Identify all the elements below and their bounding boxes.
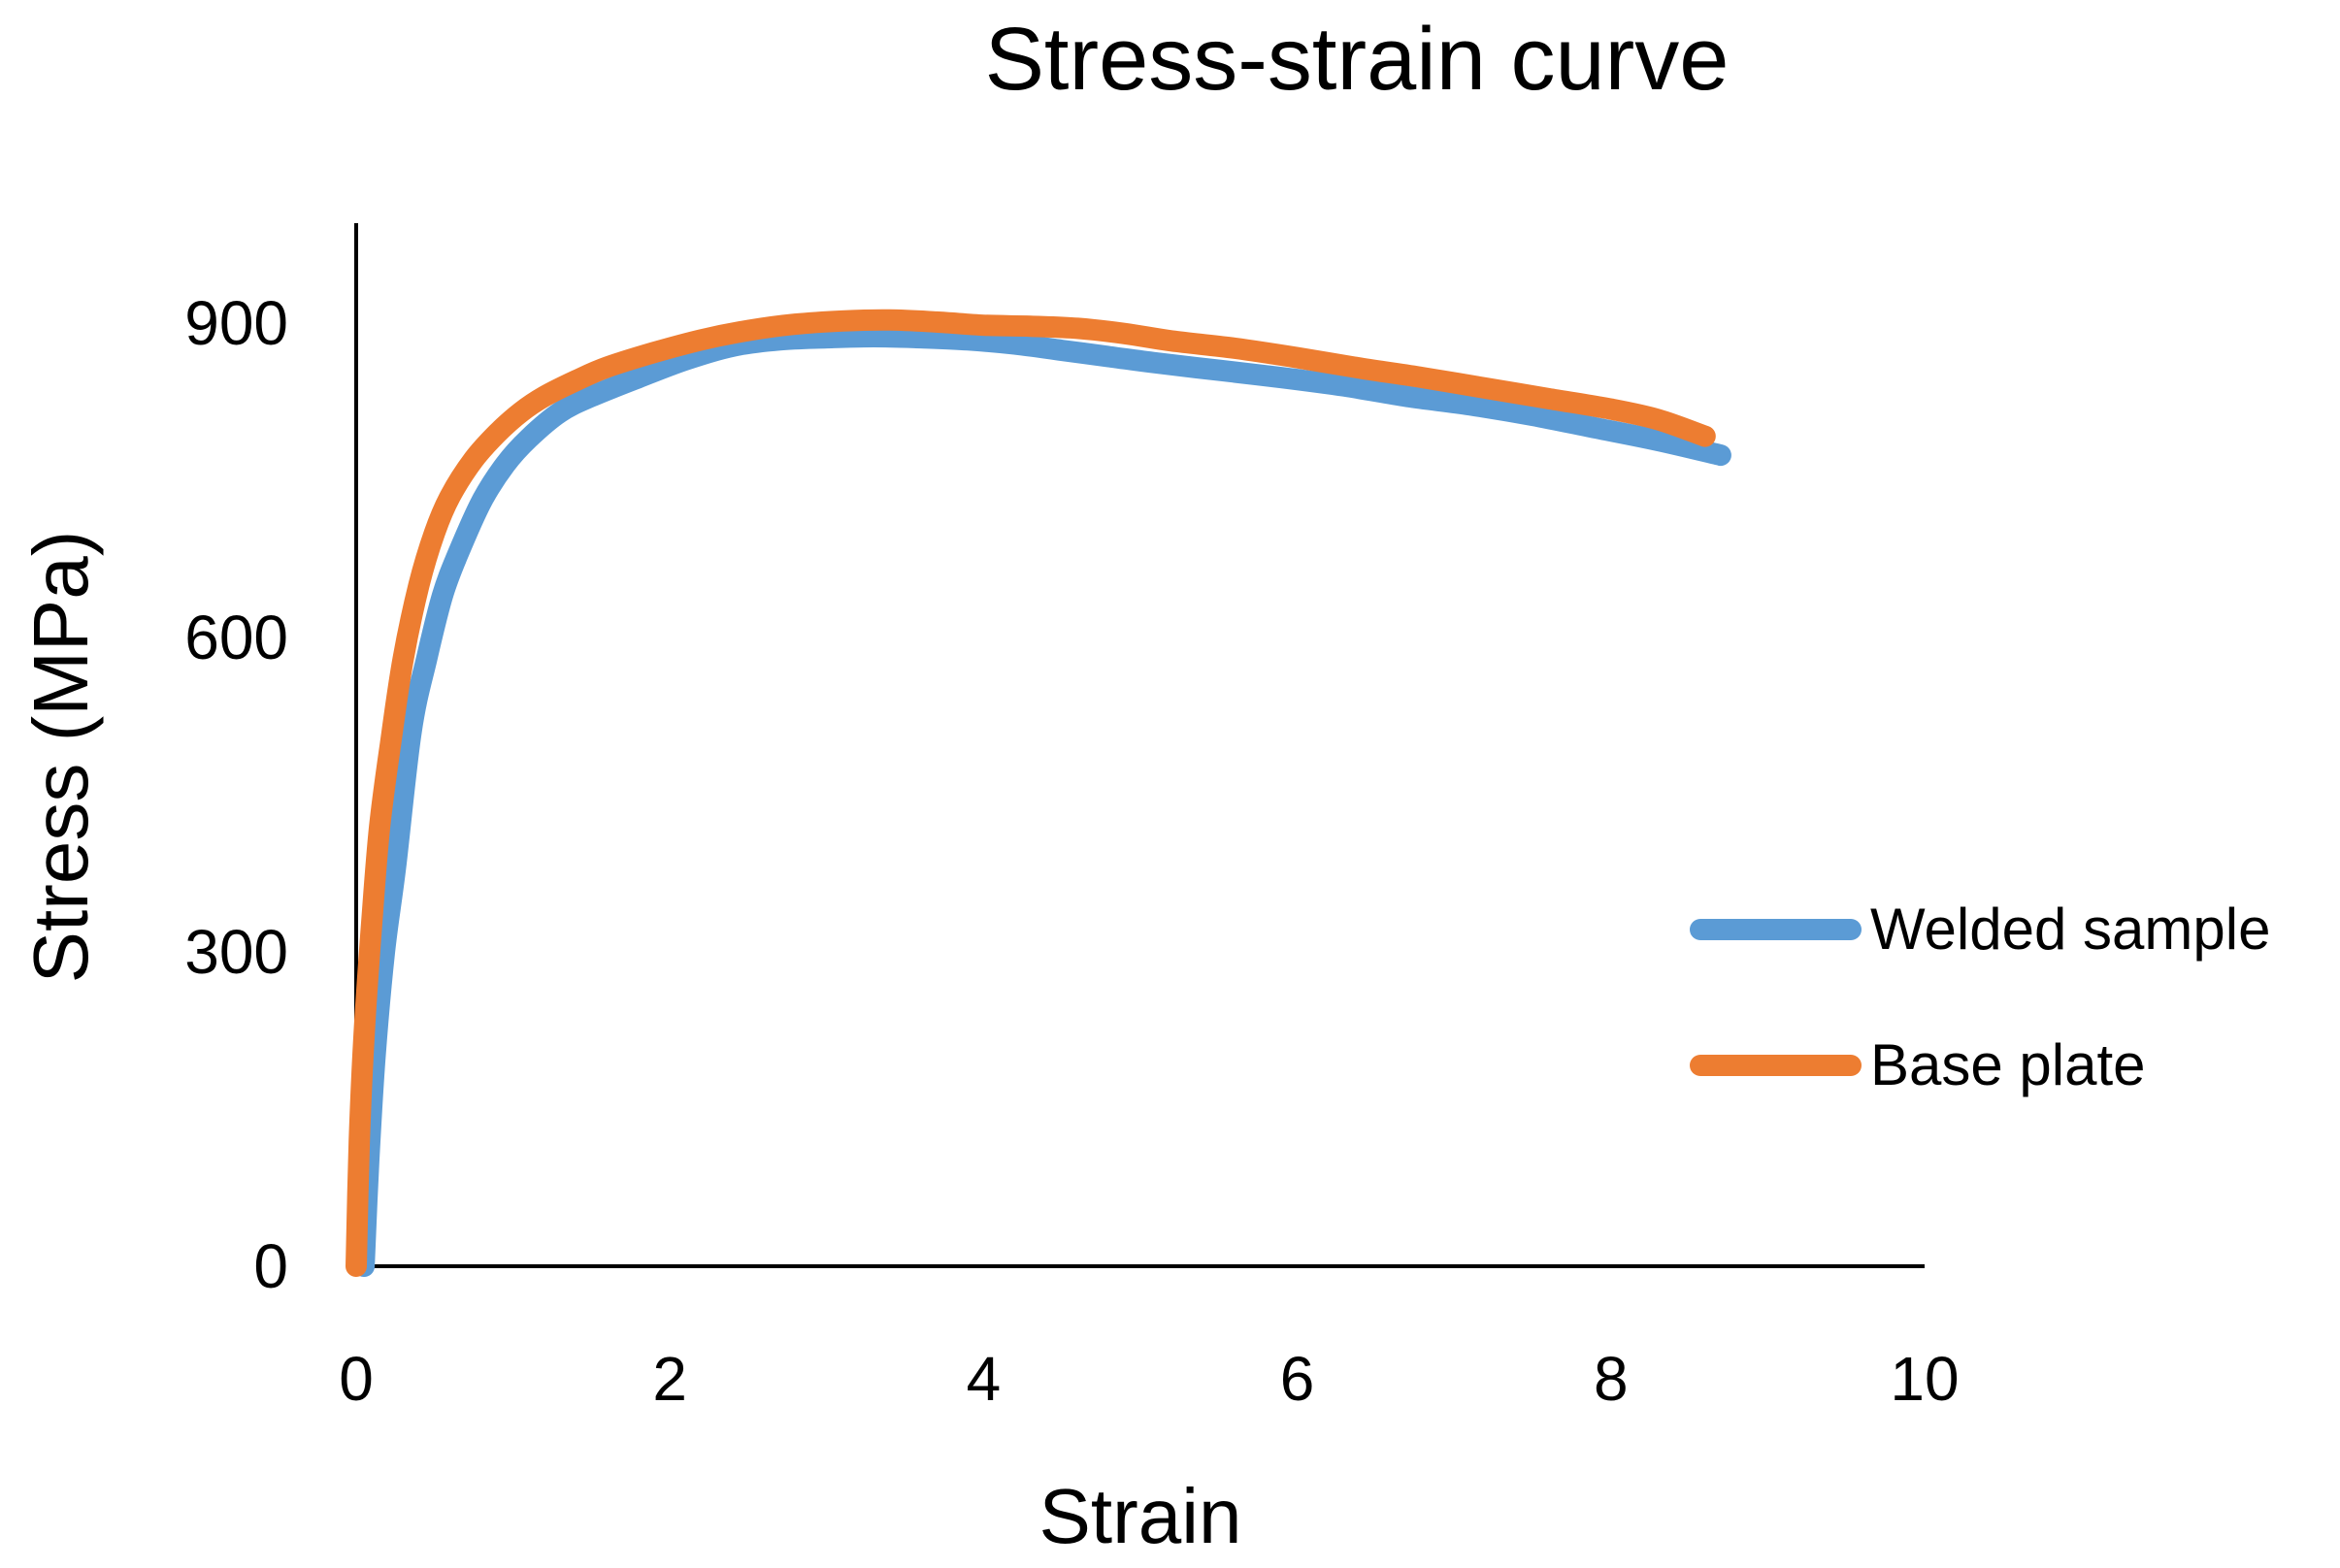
x-tick-label: 4 (967, 1344, 1002, 1414)
x-tick-label: 2 (652, 1344, 687, 1414)
y-tick-label: 600 (184, 603, 288, 672)
chart-title: Stress-strain curve (985, 10, 1730, 109)
x-tick-label: 0 (339, 1344, 374, 1414)
legend-label: Base plate (1870, 1032, 2146, 1097)
y-axis-label: Stress (MPa) (17, 531, 104, 984)
x-tick-label: 6 (1280, 1344, 1315, 1414)
series-line-welded-sample (353, 326, 1731, 1277)
x-tick-label: 8 (1594, 1344, 1629, 1414)
y-tick-label: 900 (184, 288, 288, 358)
legend: Welded sample Base plate (1690, 897, 2270, 1097)
y-tick-label: 300 (184, 917, 288, 987)
y-tick-labels: 0 300 600 900 (184, 288, 288, 1301)
series-lines (346, 309, 1731, 1277)
x-axis-label: Strain (1039, 1473, 1242, 1559)
y-tick-label: 0 (253, 1231, 288, 1301)
x-tick-labels: 0 2 4 6 8 10 (339, 1344, 1959, 1414)
series-line-base-plate (346, 309, 1716, 1277)
legend-label: Welded sample (1870, 897, 2270, 962)
x-tick-label: 10 (1890, 1344, 1959, 1414)
